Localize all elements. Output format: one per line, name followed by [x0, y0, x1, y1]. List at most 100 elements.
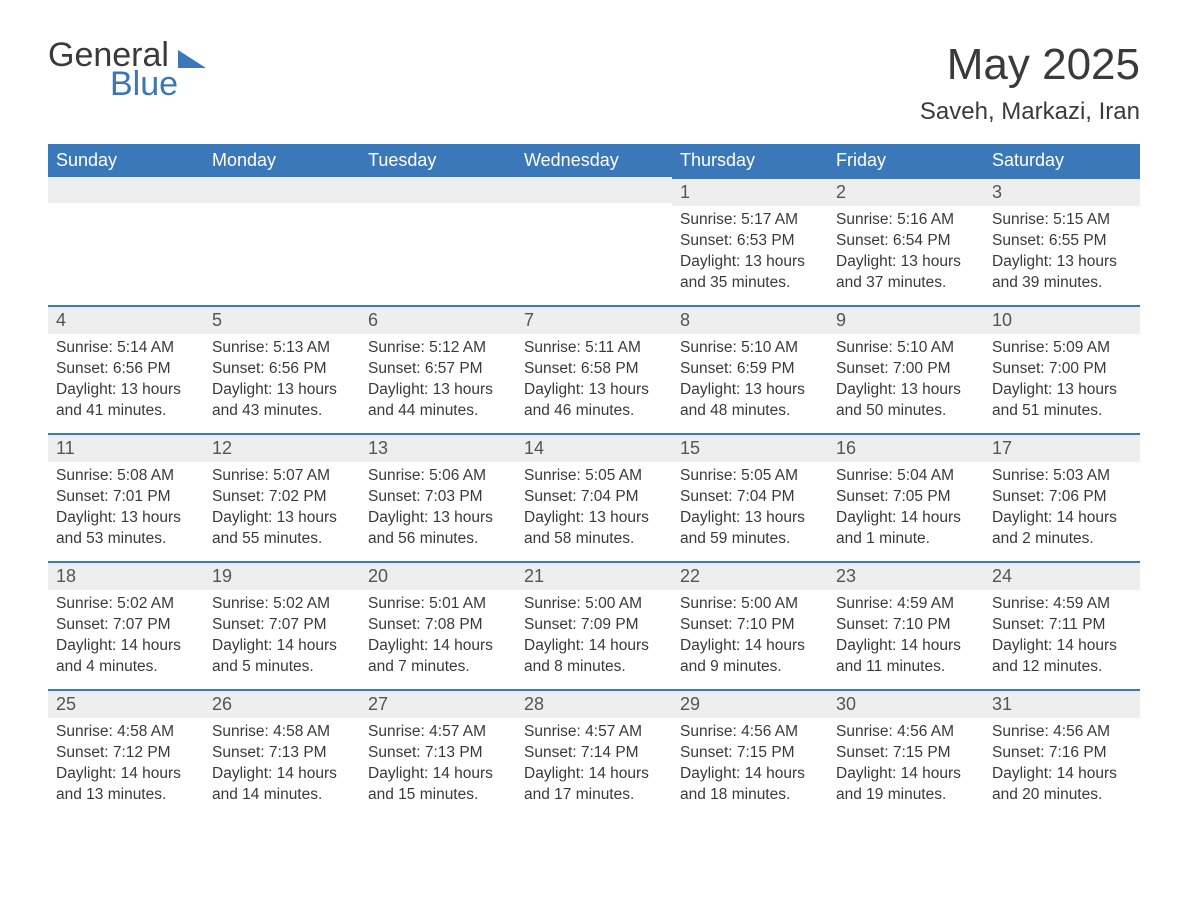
- sunrise-line: Sunrise: 4:56 AM: [836, 722, 976, 743]
- calendar-cell: 1Sunrise: 5:17 AMSunset: 6:53 PMDaylight…: [672, 177, 828, 305]
- day-content: Sunrise: 5:07 AMSunset: 7:02 PMDaylight:…: [204, 462, 360, 560]
- sunset-line: Sunset: 7:04 PM: [524, 487, 664, 508]
- sunset-line: Sunset: 6:55 PM: [992, 231, 1132, 252]
- day-content: Sunrise: 5:00 AMSunset: 7:10 PMDaylight:…: [672, 590, 828, 688]
- calendar-cell: 30Sunrise: 4:56 AMSunset: 7:15 PMDayligh…: [828, 689, 984, 817]
- day-number: 14: [516, 435, 672, 462]
- day-number: 21: [516, 563, 672, 590]
- daylight-line: Daylight: 14 hours and 1 minute.: [836, 508, 976, 550]
- calendar-cell: 28Sunrise: 4:57 AMSunset: 7:14 PMDayligh…: [516, 689, 672, 817]
- day-content: Sunrise: 4:59 AMSunset: 7:11 PMDaylight:…: [984, 590, 1140, 688]
- calendar-cell: 25Sunrise: 4:58 AMSunset: 7:12 PMDayligh…: [48, 689, 204, 817]
- day-number: 17: [984, 435, 1140, 462]
- daylight-line: Daylight: 14 hours and 7 minutes.: [368, 636, 508, 678]
- daylight-line: Daylight: 13 hours and 51 minutes.: [992, 380, 1132, 422]
- daylight-line: Daylight: 13 hours and 46 minutes.: [524, 380, 664, 422]
- daylight-line: Daylight: 13 hours and 48 minutes.: [680, 380, 820, 422]
- day-number: 18: [48, 563, 204, 590]
- sunset-line: Sunset: 6:59 PM: [680, 359, 820, 380]
- daylight-line: Daylight: 13 hours and 37 minutes.: [836, 252, 976, 294]
- calendar-cell: 24Sunrise: 4:59 AMSunset: 7:11 PMDayligh…: [984, 561, 1140, 689]
- sunrise-line: Sunrise: 5:17 AM: [680, 210, 820, 231]
- day-number: 25: [48, 691, 204, 718]
- sunrise-line: Sunrise: 4:57 AM: [368, 722, 508, 743]
- calendar-body: 1Sunrise: 5:17 AMSunset: 6:53 PMDaylight…: [48, 177, 1140, 817]
- sunset-line: Sunset: 7:04 PM: [680, 487, 820, 508]
- day-content: Sunrise: 4:57 AMSunset: 7:13 PMDaylight:…: [360, 718, 516, 816]
- sunrise-line: Sunrise: 5:05 AM: [680, 466, 820, 487]
- sunset-line: Sunset: 7:00 PM: [836, 359, 976, 380]
- calendar-cell: 19Sunrise: 5:02 AMSunset: 7:07 PMDayligh…: [204, 561, 360, 689]
- day-content: Sunrise: 5:14 AMSunset: 6:56 PMDaylight:…: [48, 334, 204, 432]
- sunrise-line: Sunrise: 5:10 AM: [836, 338, 976, 359]
- daylight-line: Daylight: 13 hours and 41 minutes.: [56, 380, 196, 422]
- weekday-header: Saturday: [984, 144, 1140, 177]
- sunset-line: Sunset: 7:05 PM: [836, 487, 976, 508]
- weekday-header: Wednesday: [516, 144, 672, 177]
- weekday-header: Thursday: [672, 144, 828, 177]
- calendar-row: 11Sunrise: 5:08 AMSunset: 7:01 PMDayligh…: [48, 433, 1140, 561]
- daylight-line: Daylight: 14 hours and 18 minutes.: [680, 764, 820, 806]
- day-content: Sunrise: 5:09 AMSunset: 7:00 PMDaylight:…: [984, 334, 1140, 432]
- calendar-cell: 6Sunrise: 5:12 AMSunset: 6:57 PMDaylight…: [360, 305, 516, 433]
- empty-day-header: [360, 177, 516, 203]
- day-content: Sunrise: 4:56 AMSunset: 7:15 PMDaylight:…: [828, 718, 984, 816]
- sunset-line: Sunset: 7:15 PM: [680, 743, 820, 764]
- calendar-cell: 26Sunrise: 4:58 AMSunset: 7:13 PMDayligh…: [204, 689, 360, 817]
- sunset-line: Sunset: 7:09 PM: [524, 615, 664, 636]
- calendar-cell: 31Sunrise: 4:56 AMSunset: 7:16 PMDayligh…: [984, 689, 1140, 817]
- sunrise-line: Sunrise: 5:11 AM: [524, 338, 664, 359]
- calendar-row: 4Sunrise: 5:14 AMSunset: 6:56 PMDaylight…: [48, 305, 1140, 433]
- calendar-row: 25Sunrise: 4:58 AMSunset: 7:12 PMDayligh…: [48, 689, 1140, 817]
- day-number: 29: [672, 691, 828, 718]
- sunset-line: Sunset: 7:00 PM: [992, 359, 1132, 380]
- day-number: 1: [672, 179, 828, 206]
- day-content: Sunrise: 5:15 AMSunset: 6:55 PMDaylight:…: [984, 206, 1140, 304]
- daylight-line: Daylight: 14 hours and 5 minutes.: [212, 636, 352, 678]
- daylight-line: Daylight: 14 hours and 19 minutes.: [836, 764, 976, 806]
- day-content: Sunrise: 5:10 AMSunset: 6:59 PMDaylight:…: [672, 334, 828, 432]
- day-content: Sunrise: 4:59 AMSunset: 7:10 PMDaylight:…: [828, 590, 984, 688]
- day-content: Sunrise: 5:04 AMSunset: 7:05 PMDaylight:…: [828, 462, 984, 560]
- sunrise-line: Sunrise: 5:12 AM: [368, 338, 508, 359]
- calendar-cell: 5Sunrise: 5:13 AMSunset: 6:56 PMDaylight…: [204, 305, 360, 433]
- day-number: 19: [204, 563, 360, 590]
- weekday-header: Friday: [828, 144, 984, 177]
- logo-triangle-icon: [178, 50, 206, 68]
- sunrise-line: Sunrise: 5:04 AM: [836, 466, 976, 487]
- daylight-line: Daylight: 14 hours and 12 minutes.: [992, 636, 1132, 678]
- daylight-line: Daylight: 13 hours and 35 minutes.: [680, 252, 820, 294]
- day-number: 20: [360, 563, 516, 590]
- day-content: Sunrise: 5:00 AMSunset: 7:09 PMDaylight:…: [516, 590, 672, 688]
- daylight-line: Daylight: 14 hours and 14 minutes.: [212, 764, 352, 806]
- sunset-line: Sunset: 6:56 PM: [212, 359, 352, 380]
- daylight-line: Daylight: 13 hours and 55 minutes.: [212, 508, 352, 550]
- daylight-line: Daylight: 14 hours and 11 minutes.: [836, 636, 976, 678]
- sunrise-line: Sunrise: 5:15 AM: [992, 210, 1132, 231]
- daylight-line: Daylight: 13 hours and 59 minutes.: [680, 508, 820, 550]
- day-number: 9: [828, 307, 984, 334]
- day-content: Sunrise: 5:10 AMSunset: 7:00 PMDaylight:…: [828, 334, 984, 432]
- day-content: Sunrise: 4:58 AMSunset: 7:13 PMDaylight:…: [204, 718, 360, 816]
- day-number: 16: [828, 435, 984, 462]
- day-content: Sunrise: 5:12 AMSunset: 6:57 PMDaylight:…: [360, 334, 516, 432]
- empty-day-header: [516, 177, 672, 203]
- day-content: Sunrise: 5:03 AMSunset: 7:06 PMDaylight:…: [984, 462, 1140, 560]
- daylight-line: Daylight: 13 hours and 39 minutes.: [992, 252, 1132, 294]
- day-content: Sunrise: 5:06 AMSunset: 7:03 PMDaylight:…: [360, 462, 516, 560]
- page-title: May 2025: [920, 40, 1140, 90]
- sunset-line: Sunset: 6:58 PM: [524, 359, 664, 380]
- calendar-cell: 21Sunrise: 5:00 AMSunset: 7:09 PMDayligh…: [516, 561, 672, 689]
- calendar-cell: 8Sunrise: 5:10 AMSunset: 6:59 PMDaylight…: [672, 305, 828, 433]
- day-number: 8: [672, 307, 828, 334]
- calendar-cell: 12Sunrise: 5:07 AMSunset: 7:02 PMDayligh…: [204, 433, 360, 561]
- day-content: Sunrise: 4:58 AMSunset: 7:12 PMDaylight:…: [48, 718, 204, 816]
- calendar-cell: 15Sunrise: 5:05 AMSunset: 7:04 PMDayligh…: [672, 433, 828, 561]
- calendar-cell: 23Sunrise: 4:59 AMSunset: 7:10 PMDayligh…: [828, 561, 984, 689]
- logo: General Blue: [48, 40, 206, 104]
- day-number: 6: [360, 307, 516, 334]
- title-block: May 2025 Saveh, Markazi, Iran: [920, 40, 1140, 126]
- daylight-line: Daylight: 13 hours and 58 minutes.: [524, 508, 664, 550]
- day-content: Sunrise: 5:08 AMSunset: 7:01 PMDaylight:…: [48, 462, 204, 560]
- day-number: 4: [48, 307, 204, 334]
